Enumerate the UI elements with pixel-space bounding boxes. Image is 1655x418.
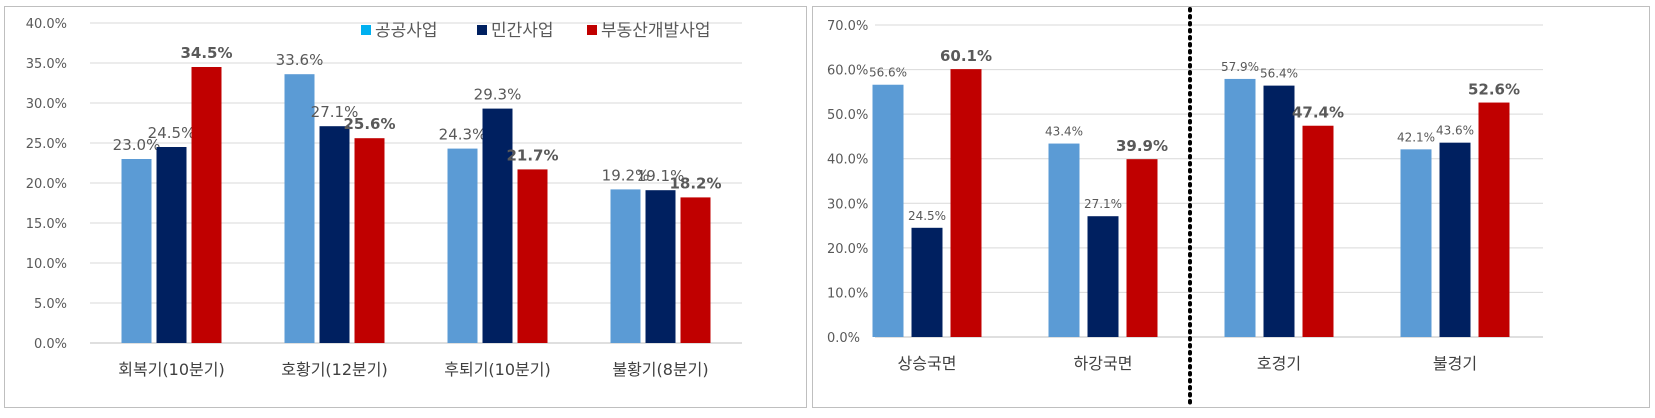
y-tick-label: 5.0% <box>34 297 67 312</box>
data-label: 60.1% <box>940 47 992 65</box>
y-tick-label: 25.0% <box>26 137 67 152</box>
category-label: 호경기 <box>1257 354 1301 373</box>
bar <box>1126 159 1158 337</box>
data-label: 42.1% <box>1397 130 1435 144</box>
data-label: 56.4% <box>1260 67 1298 81</box>
category-label: 상승국면 <box>898 354 957 373</box>
y-tick-label: 0.0% <box>827 331 860 346</box>
bar <box>156 147 187 343</box>
data-label: 21.7% <box>506 146 558 164</box>
data-label: 39.9% <box>1116 137 1168 155</box>
bar <box>1263 85 1295 337</box>
bar <box>872 84 904 338</box>
legend-label-public: 공공사업 <box>375 21 438 41</box>
y-tick-label: 50.0% <box>827 108 868 123</box>
bar <box>645 190 676 343</box>
y-tick-label: 40.0% <box>827 153 868 168</box>
data-label: 43.6% <box>1436 124 1474 138</box>
left-chart-panel: 0.0% 5.0% 10.0% 15.0% 20.0% 25.0% 30.0% 35.0% 40… <box>4 6 807 408</box>
data-label: 56.6% <box>869 66 907 80</box>
data-label: 34.5% <box>180 44 232 62</box>
legend-label-private: 민간사업 <box>491 21 554 41</box>
bar <box>950 69 982 337</box>
category-label: 회복기(10분기) <box>118 360 224 379</box>
data-label: 33.6% <box>276 51 324 69</box>
legend-swatch-public <box>361 25 371 35</box>
data-label: 23.0% <box>113 136 161 154</box>
data-label: 52.6% <box>1468 81 1520 99</box>
data-label: 24.5% <box>908 209 946 223</box>
bar <box>1439 142 1471 337</box>
data-label: 24.3% <box>439 126 487 144</box>
bar <box>191 67 222 343</box>
left-bar-chart: 0.0% 5.0% 10.0% 15.0% 20.0% 25.0% 30.0% 35.0% 40… <box>26 17 742 379</box>
bar <box>1087 216 1119 337</box>
right-bar-chart: 0.0% 10.0% 20.0% 30.0% 40.0% 50.0% 60.0% 70.0% 상… <box>827 7 1543 407</box>
y-tick-label: 60.0% <box>827 64 868 79</box>
bar <box>1302 125 1334 337</box>
y-tick-label: 40.0% <box>26 17 67 32</box>
y-tick-label: 20.0% <box>827 242 868 257</box>
data-label: 19.1% <box>637 167 685 185</box>
legend-label-realestate: 부동산개발사업 <box>601 21 710 41</box>
category-label: 호황기(12분기) <box>281 360 387 379</box>
y-tick-label: 15.0% <box>26 217 67 232</box>
bar <box>1478 102 1510 337</box>
y-tick-label: 30.0% <box>26 97 67 112</box>
category-label: 후퇴기(10분기) <box>444 360 550 379</box>
data-label: 57.9% <box>1221 60 1259 74</box>
bar <box>284 74 315 343</box>
category-label: 하강국면 <box>1074 354 1133 373</box>
bar <box>517 169 548 343</box>
bar <box>354 138 385 343</box>
data-label: 24.5% <box>148 124 196 142</box>
y-tick-label: 20.0% <box>26 177 67 192</box>
y-tick-label: 70.0% <box>827 19 868 34</box>
bar <box>1224 78 1256 337</box>
category-label: 불황기(8분기) <box>612 360 708 379</box>
y-tick-label: 10.0% <box>26 257 67 272</box>
bar <box>610 189 641 343</box>
right-chart-panel: 0.0% 10.0% 20.0% 30.0% 40.0% 50.0% 60.0% 70.0% 상… <box>812 6 1650 408</box>
bar <box>1400 149 1432 337</box>
legend-swatch-private <box>477 25 487 35</box>
bar <box>680 197 711 343</box>
legend-swatch-realestate <box>587 25 597 35</box>
data-label: 27.1% <box>311 103 359 121</box>
data-label: 25.6% <box>343 115 395 133</box>
data-label: 47.4% <box>1292 104 1344 122</box>
y-tick-label: 0.0% <box>34 337 67 352</box>
bar <box>121 159 152 343</box>
data-label: 43.4% <box>1045 125 1083 139</box>
bar <box>447 148 478 343</box>
data-label: 27.1% <box>1084 197 1122 211</box>
category-label: 불경기 <box>1433 354 1477 373</box>
data-label: 19.2% <box>602 166 650 184</box>
y-tick-label: 30.0% <box>827 197 868 212</box>
y-tick-label: 10.0% <box>827 286 868 301</box>
bar <box>482 108 513 343</box>
data-label: 18.2% <box>669 174 721 192</box>
bar <box>1048 143 1080 337</box>
data-label: 29.3% <box>474 86 522 104</box>
y-tick-label: 35.0% <box>26 57 67 72</box>
bar <box>319 126 350 343</box>
bar <box>911 227 943 337</box>
